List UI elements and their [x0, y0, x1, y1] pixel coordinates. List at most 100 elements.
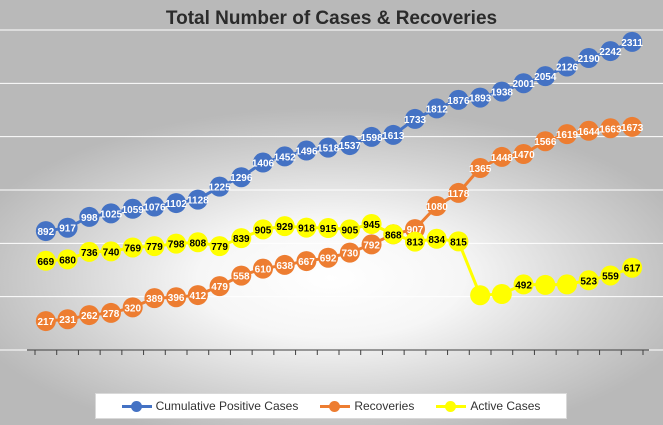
data-point — [361, 126, 382, 147]
legend-swatch-cumulative — [121, 401, 152, 412]
data-label: 736 — [81, 248, 98, 259]
data-point — [535, 131, 556, 152]
legend-swatch-active — [436, 401, 467, 412]
data-point — [339, 135, 360, 156]
data-label: 1673 — [621, 123, 644, 134]
x-axis — [27, 349, 649, 355]
data-point — [448, 231, 469, 252]
data-label: 998 — [81, 213, 98, 224]
data-point — [491, 81, 512, 102]
data-point — [57, 249, 78, 270]
data-point — [187, 285, 208, 306]
data-point — [209, 276, 230, 297]
data-label: 1518 — [317, 144, 340, 155]
data-point — [600, 41, 621, 62]
data-label: 779 — [211, 242, 228, 253]
data-point — [622, 116, 643, 137]
data-point — [470, 285, 491, 306]
data-point — [426, 228, 447, 249]
data-point — [296, 251, 317, 272]
data-label: 798 — [168, 240, 185, 251]
data-label: 1663 — [599, 124, 622, 135]
data-point — [491, 284, 512, 304]
data-point — [622, 257, 643, 278]
data-point — [339, 219, 360, 240]
data-label: 1496 — [295, 147, 318, 158]
data-label: 1537 — [339, 141, 362, 152]
data-label: 2001 — [512, 79, 535, 90]
data-point — [318, 247, 339, 268]
data-point — [122, 297, 143, 318]
data-point — [79, 305, 100, 326]
data-label: 1365 — [469, 164, 492, 175]
legend-item-cumulative: Cumulative Positive Cases — [121, 399, 298, 413]
data-label: 1025 — [100, 209, 123, 220]
data-label: 669 — [38, 257, 55, 268]
data-label: 1470 — [512, 150, 535, 161]
data-point — [231, 167, 252, 188]
data-point — [274, 216, 295, 237]
data-point — [361, 214, 382, 234]
legend-label-recoveries: Recoveries — [354, 399, 415, 413]
legend-label-active: Active Cases — [470, 399, 541, 413]
data-point — [470, 87, 491, 108]
data-point — [405, 231, 425, 252]
data-point — [578, 48, 599, 68]
data-point — [383, 124, 404, 145]
data-label: 815 — [450, 237, 467, 248]
data-point — [535, 274, 556, 295]
data-label: 1406 — [252, 159, 275, 170]
data-point — [79, 206, 100, 227]
data-label: 1644 — [578, 127, 601, 138]
data-label: 1452 — [274, 152, 297, 163]
data-point — [166, 193, 187, 214]
data-point — [513, 73, 534, 94]
data-point — [318, 137, 339, 158]
data-label: 868 — [385, 230, 402, 241]
data-point — [296, 217, 317, 238]
data-point — [535, 66, 556, 87]
data-point — [318, 218, 339, 238]
data-point — [253, 152, 273, 173]
data-label: 1128 — [187, 196, 209, 207]
data-point — [578, 270, 599, 291]
data-label: 834 — [428, 235, 445, 246]
legend-item-recoveries: Recoveries — [320, 399, 414, 413]
data-point — [491, 146, 512, 167]
data-point — [187, 189, 208, 210]
data-label: 638 — [276, 261, 293, 272]
legend: Cumulative Positive Cases Recoveries Act… — [95, 393, 567, 419]
data-label: 1178 — [448, 189, 470, 200]
data-label: 2311 — [621, 38, 643, 49]
data-point — [405, 108, 425, 129]
data-label: 320 — [124, 303, 141, 314]
series-2: 669 680 736 740 769 779 798 808 779 839 905 929 918 9… — [35, 214, 643, 306]
data-point — [274, 254, 295, 275]
data-point — [448, 182, 469, 203]
data-label: 779 — [146, 242, 163, 253]
chart-title: Total Number of Cases & Recoveries — [165, 8, 498, 29]
data-point — [101, 302, 121, 323]
data-label: 396 — [168, 293, 185, 304]
data-point — [426, 98, 447, 119]
data-point — [253, 219, 273, 240]
data-label: 1296 — [230, 173, 253, 184]
data-label: 905 — [255, 225, 272, 236]
data-point — [600, 118, 621, 139]
data-point — [166, 287, 187, 308]
data-label: 1876 — [447, 96, 470, 107]
data-label: 2190 — [578, 54, 601, 65]
data-label: 1566 — [534, 137, 557, 148]
data-point — [557, 56, 577, 77]
data-label: 617 — [624, 264, 641, 275]
series-line — [45, 40, 633, 233]
data-label: 929 — [276, 222, 293, 233]
data-label: 492 — [515, 280, 532, 291]
data-point — [209, 176, 230, 197]
data-point — [122, 237, 143, 258]
data-point — [122, 198, 143, 219]
data-point — [361, 234, 382, 255]
data-point — [101, 203, 121, 224]
